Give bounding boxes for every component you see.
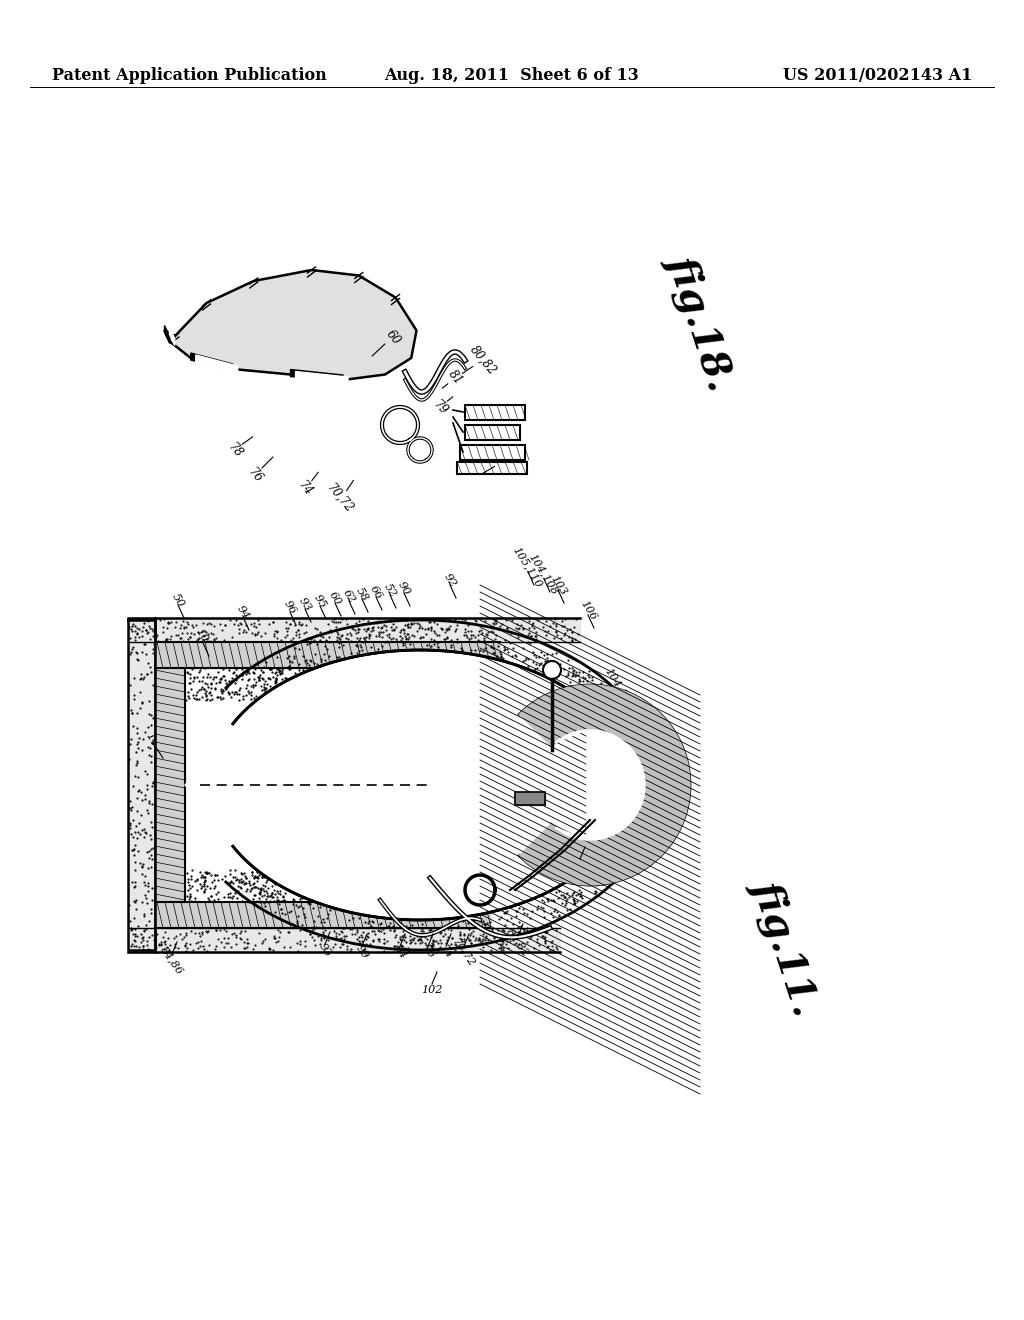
Polygon shape — [185, 652, 628, 917]
Text: 100: 100 — [194, 626, 213, 649]
Text: 60: 60 — [327, 589, 343, 607]
Polygon shape — [128, 620, 155, 950]
Text: 58: 58 — [354, 585, 370, 603]
Text: fig.11.: fig.11. — [746, 874, 826, 1019]
Text: 80,82: 80,82 — [467, 343, 499, 378]
Text: 106: 106 — [579, 598, 598, 622]
Polygon shape — [291, 370, 343, 381]
Polygon shape — [165, 271, 417, 380]
Polygon shape — [155, 642, 500, 668]
Polygon shape — [190, 352, 232, 371]
Bar — [460, 445, 525, 459]
Text: US 2011/0202143 A1: US 2011/0202143 A1 — [782, 67, 972, 83]
Polygon shape — [555, 730, 645, 840]
Text: 70,72: 70,72 — [451, 936, 477, 968]
Polygon shape — [296, 371, 348, 384]
Text: Aug. 18, 2011  Sheet 6 of 13: Aug. 18, 2011 Sheet 6 of 13 — [385, 67, 639, 83]
Polygon shape — [128, 928, 560, 952]
Text: 60: 60 — [383, 327, 402, 347]
Text: 104,108: 104,108 — [603, 665, 637, 710]
Text: 79: 79 — [430, 399, 450, 418]
Text: 96: 96 — [282, 598, 298, 615]
Text: 50: 50 — [170, 591, 186, 609]
Text: 14: 14 — [142, 730, 162, 750]
Text: 105,110: 105,110 — [512, 545, 545, 589]
Text: 81: 81 — [445, 367, 465, 387]
Polygon shape — [155, 902, 490, 928]
Text: 80,82: 80,82 — [505, 927, 531, 958]
Text: 92: 92 — [442, 572, 458, 589]
Text: 90: 90 — [396, 579, 412, 597]
Text: 93: 93 — [297, 595, 313, 612]
Bar — [465, 425, 520, 440]
Text: Patent Application Publication: Patent Application Publication — [52, 67, 327, 83]
Text: 74: 74 — [438, 944, 455, 961]
Text: 62: 62 — [341, 587, 357, 605]
Text: 103: 103 — [548, 573, 568, 597]
Text: 102: 102 — [421, 985, 442, 995]
Polygon shape — [196, 355, 238, 374]
Text: 64: 64 — [392, 944, 409, 961]
Text: 103: 103 — [618, 692, 638, 714]
Text: 99: 99 — [354, 944, 371, 961]
Text: 76: 76 — [420, 944, 436, 961]
Text: 77: 77 — [571, 857, 588, 874]
Polygon shape — [170, 327, 175, 346]
Polygon shape — [515, 792, 545, 805]
Text: 70,72: 70,72 — [325, 480, 355, 515]
Polygon shape — [128, 618, 580, 642]
Text: 78: 78 — [225, 440, 245, 459]
Text: 95: 95 — [312, 593, 328, 610]
Text: fig.18.: fig.18. — [662, 249, 741, 393]
Polygon shape — [165, 326, 170, 343]
Polygon shape — [155, 668, 185, 902]
Bar — [465, 405, 525, 420]
Polygon shape — [519, 685, 690, 884]
Text: 84,86: 84,86 — [159, 944, 185, 975]
Circle shape — [543, 661, 561, 678]
Text: 106: 106 — [625, 717, 645, 739]
Text: 74: 74 — [295, 478, 314, 498]
Text: 93: 93 — [316, 941, 333, 958]
Text: 76: 76 — [245, 465, 265, 484]
Text: 66: 66 — [368, 583, 384, 601]
Text: 52: 52 — [382, 581, 398, 599]
Text: 63: 63 — [494, 450, 513, 470]
Text: 94: 94 — [234, 603, 251, 620]
Text: 104,108: 104,108 — [527, 552, 560, 597]
Bar — [457, 462, 527, 474]
